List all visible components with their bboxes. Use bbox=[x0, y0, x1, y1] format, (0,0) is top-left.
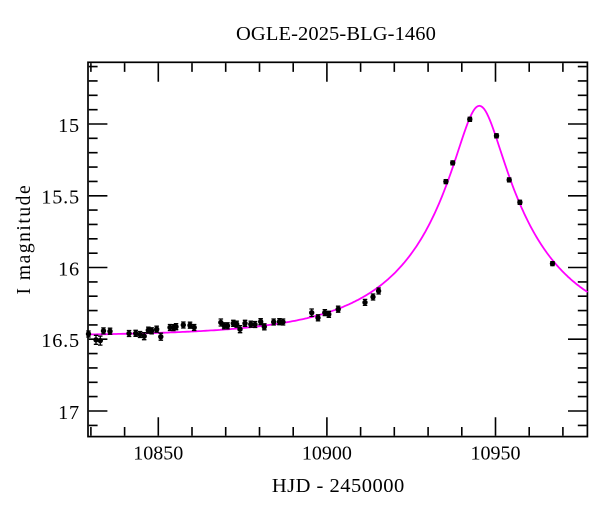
svg-text:10900: 10900 bbox=[302, 443, 352, 465]
svg-text:15.5: 15.5 bbox=[41, 187, 80, 209]
svg-text:16: 16 bbox=[58, 258, 80, 280]
svg-text:10850: 10850 bbox=[133, 443, 183, 465]
svg-text:10950: 10950 bbox=[471, 443, 521, 465]
svg-text:15: 15 bbox=[58, 115, 80, 137]
svg-text:17: 17 bbox=[58, 402, 80, 424]
svg-text:16.5: 16.5 bbox=[41, 330, 80, 352]
svg-text:OGLE-2025-BLG-1460: OGLE-2025-BLG-1460 bbox=[236, 23, 436, 45]
svg-text:HJD - 2450000: HJD - 2450000 bbox=[272, 475, 405, 497]
svg-text:I magnitude: I magnitude bbox=[14, 184, 35, 295]
